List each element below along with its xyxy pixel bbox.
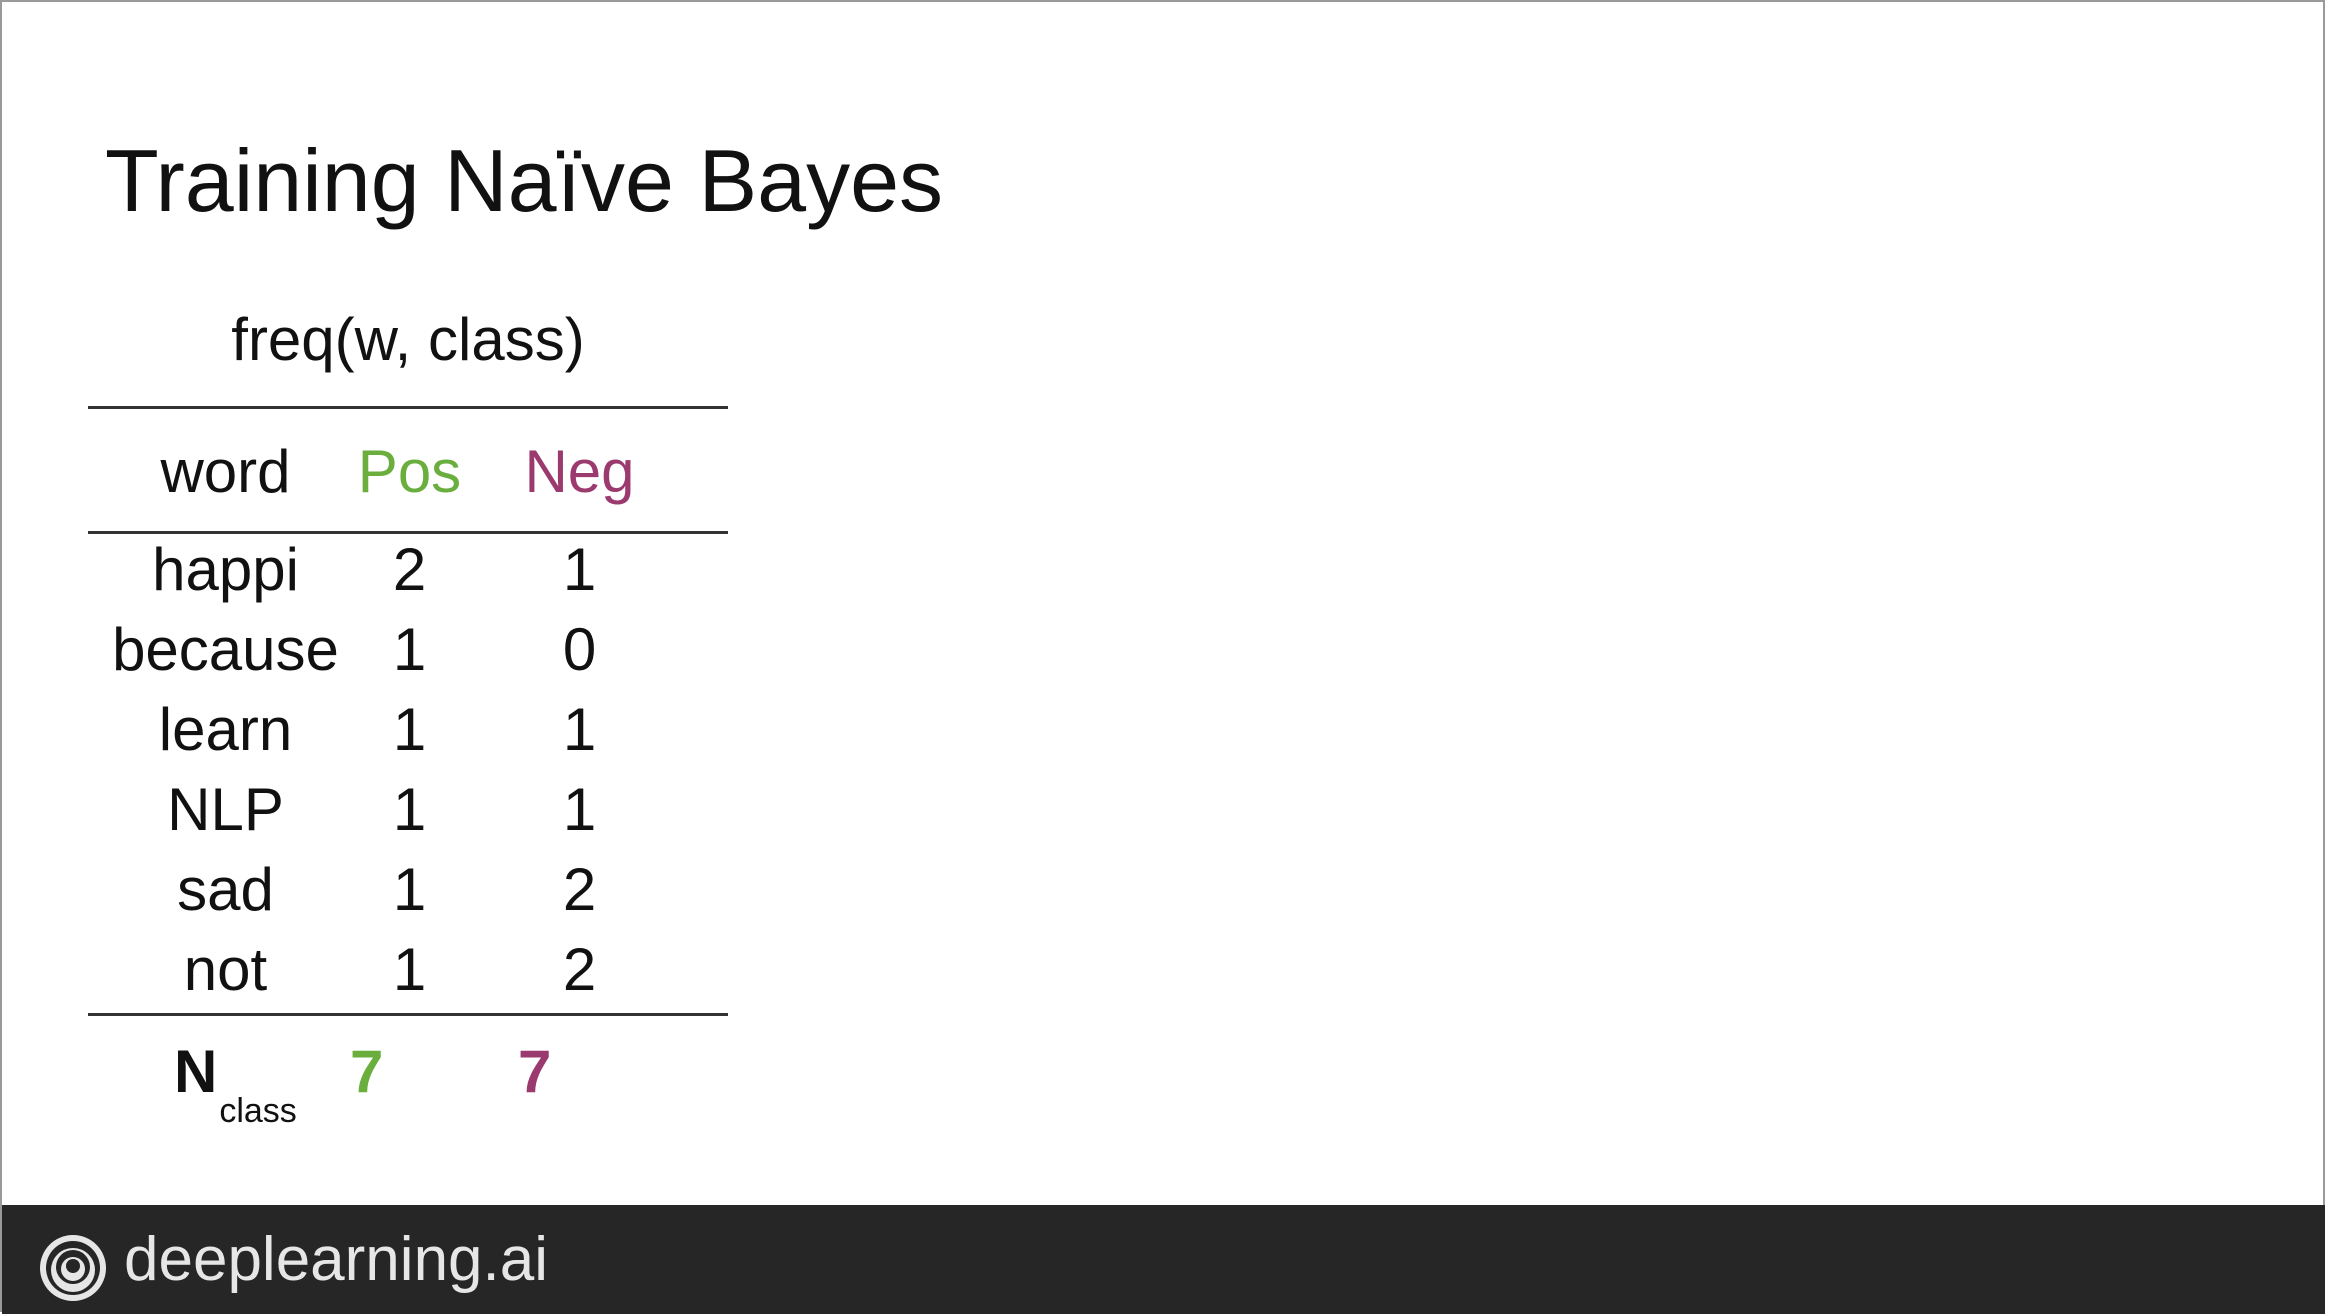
header-neg: Neg	[524, 438, 635, 505]
footer-bar: deeplearning.ai	[2, 1205, 2325, 1314]
table-header-rule	[88, 531, 728, 534]
row-pos-count: 1	[392, 936, 427, 1003]
header-word: word	[160, 438, 291, 505]
row-pos-count: 1	[392, 856, 427, 923]
table-caption: freq(w, class)	[231, 306, 585, 373]
row-pos-count: 2	[392, 536, 427, 603]
row-neg-count: 1	[562, 536, 597, 603]
n-class-label: Nclass	[174, 1042, 297, 1130]
row-pos-count: 1	[392, 776, 427, 843]
n-class-label-sub: class	[219, 1092, 297, 1130]
n-class-pos-total: 7	[350, 1038, 384, 1105]
row-word: because	[112, 616, 339, 683]
row-pos-count: 1	[392, 616, 427, 683]
deeplearning-logo-icon	[40, 1235, 106, 1301]
table-bottom-rule	[88, 1013, 728, 1016]
row-pos-count: 1	[392, 696, 427, 763]
header-pos: Pos	[357, 438, 462, 505]
row-word: sad	[177, 856, 274, 923]
slide-title: Training Naïve Bayes	[105, 131, 944, 230]
row-neg-count: 0	[562, 616, 597, 683]
row-word: not	[183, 936, 268, 1003]
row-neg-count: 1	[562, 776, 597, 843]
n-class-neg-total: 7	[518, 1038, 552, 1105]
row-neg-count: 2	[562, 936, 597, 1003]
row-neg-count: 2	[562, 856, 597, 923]
brand-name: deeplearning.ai	[124, 1225, 549, 1294]
row-word: learn	[158, 696, 293, 763]
n-class-label-main: N	[174, 1038, 218, 1105]
row-word: NLP	[167, 776, 284, 843]
row-word: happi	[152, 536, 299, 603]
table-top-rule	[88, 406, 728, 409]
row-neg-count: 1	[562, 696, 597, 763]
